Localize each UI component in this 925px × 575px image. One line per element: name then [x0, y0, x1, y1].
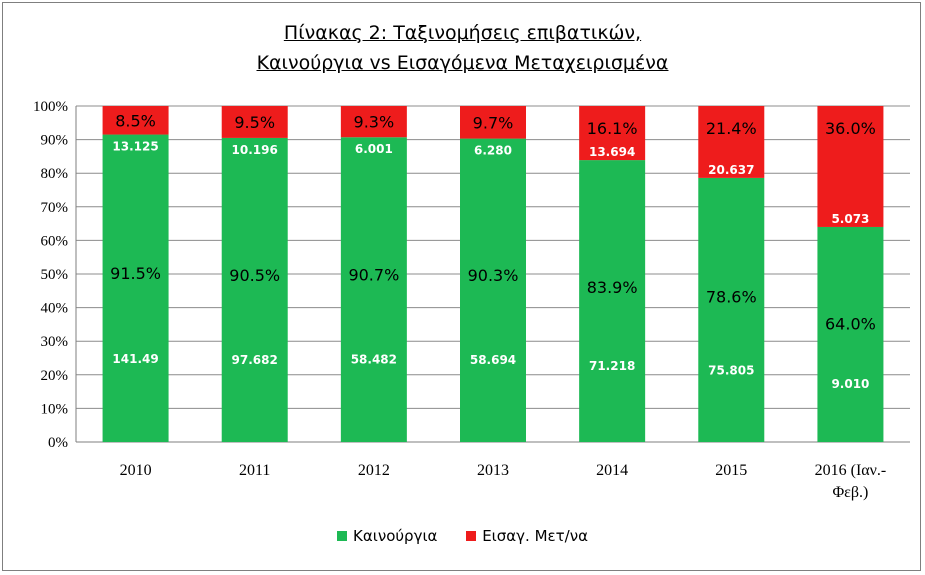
chart-title: Πίνακας 2: Ταξινομήσεις επιβατικών, Καιν… — [0, 18, 925, 78]
x-tick-label: 2010 — [120, 462, 152, 479]
data-label-imported-percent: 16.1% — [587, 119, 638, 138]
y-tick-label: 50% — [41, 267, 69, 283]
y-tick-label: 90% — [41, 133, 69, 149]
data-label-new-percent: 90.5% — [229, 266, 280, 285]
bar-new — [340, 137, 407, 443]
y-tick-label: 30% — [41, 334, 69, 350]
data-label-new-count: 9.010 — [831, 377, 869, 391]
data-label-imported-percent: 21.4% — [706, 119, 757, 138]
legend-item-imported-used: Εισαγ. Μετ/να — [466, 527, 588, 545]
data-label-new-count: 141.49 — [112, 352, 158, 366]
data-label-imported-count: 6.280 — [474, 144, 512, 158]
data-label-imported-count: 5.073 — [831, 212, 869, 226]
x-tick-label: 2015 — [715, 462, 747, 479]
y-tick-label: 100% — [33, 99, 68, 115]
legend-item-new: Καινούργια — [337, 527, 437, 545]
data-label-imported-count: 10.196 — [232, 143, 278, 157]
y-tick-label: 0% — [48, 435, 68, 451]
x-tick-label: 2013 — [477, 462, 509, 479]
chart-title-line2: Καινούργια vs Εισαγόμενα Μεταχειρισμένα — [256, 52, 669, 74]
data-label-new-count: 75.805 — [708, 364, 754, 378]
data-label-new-count: 97.682 — [232, 353, 278, 367]
data-label-new-percent: 91.5% — [110, 264, 161, 283]
legend-swatch-imported-used — [466, 531, 477, 541]
y-tick-label: 80% — [41, 166, 69, 182]
data-label-imported-percent: 9.3% — [354, 113, 395, 132]
data-label-new-count: 71.218 — [589, 359, 635, 373]
data-label-imported-percent: 8.5% — [115, 111, 156, 130]
data-label-new-percent: 78.6% — [706, 288, 757, 307]
data-label-imported-percent: 36.0% — [825, 119, 876, 138]
y-tick-label: 10% — [41, 401, 69, 417]
y-tick-label: 70% — [41, 200, 69, 216]
bar-new — [698, 177, 765, 443]
bar-imported-used — [460, 106, 526, 139]
x-tick-label: 2012 — [358, 462, 390, 479]
data-label-imported-count: 6.001 — [355, 142, 393, 156]
x-tick-label-cont: Φεβ.) — [832, 484, 868, 501]
bar-imported-used — [698, 106, 765, 178]
y-tick-label: 20% — [41, 368, 69, 384]
x-tick-label: 2011 — [239, 462, 270, 479]
y-tick-label: 40% — [41, 301, 69, 317]
legend-label-imported-used: Εισαγ. Μετ/να — [482, 527, 588, 545]
bar-new — [221, 137, 288, 443]
bar-imported-used — [579, 106, 646, 161]
chart-title-line1: Πίνακας 2: Ταξινομήσεις επιβατικών, — [283, 22, 642, 44]
data-label-imported-percent: 9.7% — [473, 113, 514, 132]
bar-imported-used — [221, 106, 288, 138]
data-label-imported-count: 13.125 — [112, 140, 158, 154]
bar-new — [579, 160, 646, 442]
legend-label-new: Καινούργια — [353, 527, 438, 545]
data-label-new-percent: 90.3% — [468, 266, 519, 285]
y-tick-label: 60% — [41, 233, 69, 249]
data-label-new-count: 58.694 — [470, 353, 516, 367]
bar-imported-used — [817, 106, 884, 227]
legend-swatch-new — [337, 531, 348, 541]
bar-imported-used — [340, 106, 407, 138]
x-tick-label: 2014 — [596, 462, 628, 479]
chart-legend: Καινούργια Εισαγ. Μετ/να — [0, 527, 925, 545]
x-tick-label: 2016 (Ιαν.- — [815, 462, 887, 479]
data-label-new-percent: 90.7% — [348, 265, 399, 284]
bar-new — [102, 134, 169, 442]
data-label-new-percent: 83.9% — [587, 278, 638, 297]
data-label-imported-count: 20.637 — [708, 163, 754, 177]
bar-imported-used — [102, 106, 169, 135]
data-label-imported-percent: 9.5% — [234, 113, 275, 132]
data-label-new-count: 58.482 — [351, 353, 397, 367]
data-label-new-percent: 64.0% — [825, 315, 876, 334]
data-label-imported-count: 13.694 — [589, 145, 635, 159]
bar-new — [460, 138, 526, 443]
bar-new — [817, 226, 884, 442]
